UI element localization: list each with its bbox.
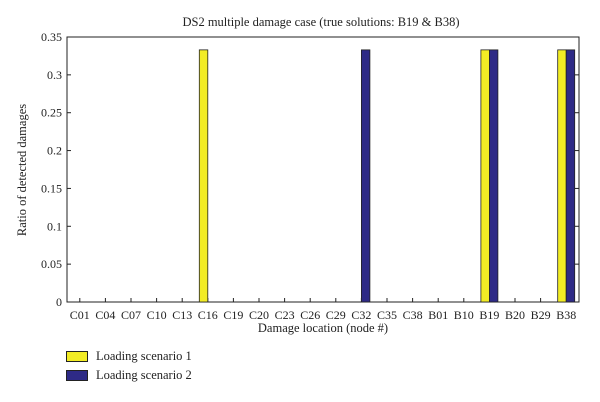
bars-group xyxy=(198,49,576,303)
y-tick-label: 0.2 xyxy=(47,144,62,158)
legend-swatch-scenario-2 xyxy=(66,370,88,381)
y-axis: 0 0.05 0.1 0.15 0.2 0.25 0.3 0.35 xyxy=(41,30,579,309)
x-tick-label: C19 xyxy=(223,308,243,322)
legend: Loading scenario 1 Loading scenario 2 xyxy=(66,347,192,385)
bar-c16-series-1 xyxy=(198,49,209,303)
chart-title: DS2 multiple damage case (true solutions… xyxy=(182,15,459,29)
x-tick-label: C38 xyxy=(403,308,423,322)
x-tick-label: C35 xyxy=(377,308,397,322)
y-tick-label: 0.3 xyxy=(47,68,62,82)
x-tick-label: B19 xyxy=(479,308,499,322)
x-tick-label: C32 xyxy=(351,308,371,322)
legend-label-scenario-1: Loading scenario 1 xyxy=(96,349,192,363)
legend-label-scenario-2: Loading scenario 2 xyxy=(96,368,192,382)
x-tick-label: B29 xyxy=(531,308,551,322)
x-tick-label: C26 xyxy=(300,308,320,322)
y-tick-label: 0.05 xyxy=(41,257,62,271)
bar-b38-series-1 xyxy=(557,49,567,303)
x-tick-label: B01 xyxy=(428,308,448,322)
x-tick-label: B20 xyxy=(505,308,525,322)
x-axis-label: Damage location (node #) xyxy=(258,321,388,335)
x-axis: C01 C04 C07 C10 C13 C16 C19 C20 C23 C26 C29 C32 C35 C… xyxy=(70,298,576,322)
bar-b19-series-2 xyxy=(488,49,499,303)
plot-area xyxy=(66,36,580,303)
y-tick-label: 0 xyxy=(56,295,62,309)
bar-c32-series-2 xyxy=(360,49,371,303)
x-tick-label: C01 xyxy=(70,308,90,322)
x-tick-label: C10 xyxy=(147,308,167,322)
y-tick-label: 0.1 xyxy=(47,219,62,233)
x-tick-label: C20 xyxy=(249,308,269,322)
legend-item-scenario-2: Loading scenario 2 xyxy=(66,366,192,385)
x-tick-label: C07 xyxy=(121,308,141,322)
bar-b38-series-2 xyxy=(565,49,576,303)
x-tick-label: C13 xyxy=(172,308,192,322)
x-tick-label: C29 xyxy=(326,308,346,322)
legend-swatch-scenario-1 xyxy=(66,351,88,362)
x-tick-label: C04 xyxy=(95,308,115,322)
x-tick-label: B10 xyxy=(454,308,474,322)
y-axis-label: Ratio of detected damages xyxy=(15,104,29,236)
y-tick-label: 0.15 xyxy=(41,181,62,195)
legend-item-scenario-1: Loading scenario 1 xyxy=(66,347,192,366)
x-tick-label: B38 xyxy=(556,308,576,322)
y-tick-label: 0.25 xyxy=(41,106,62,120)
x-tick-label: C16 xyxy=(198,308,218,322)
x-tick-label: C23 xyxy=(275,308,295,322)
bar-b19-series-1 xyxy=(480,49,490,303)
y-tick-label: 0.35 xyxy=(41,30,62,44)
